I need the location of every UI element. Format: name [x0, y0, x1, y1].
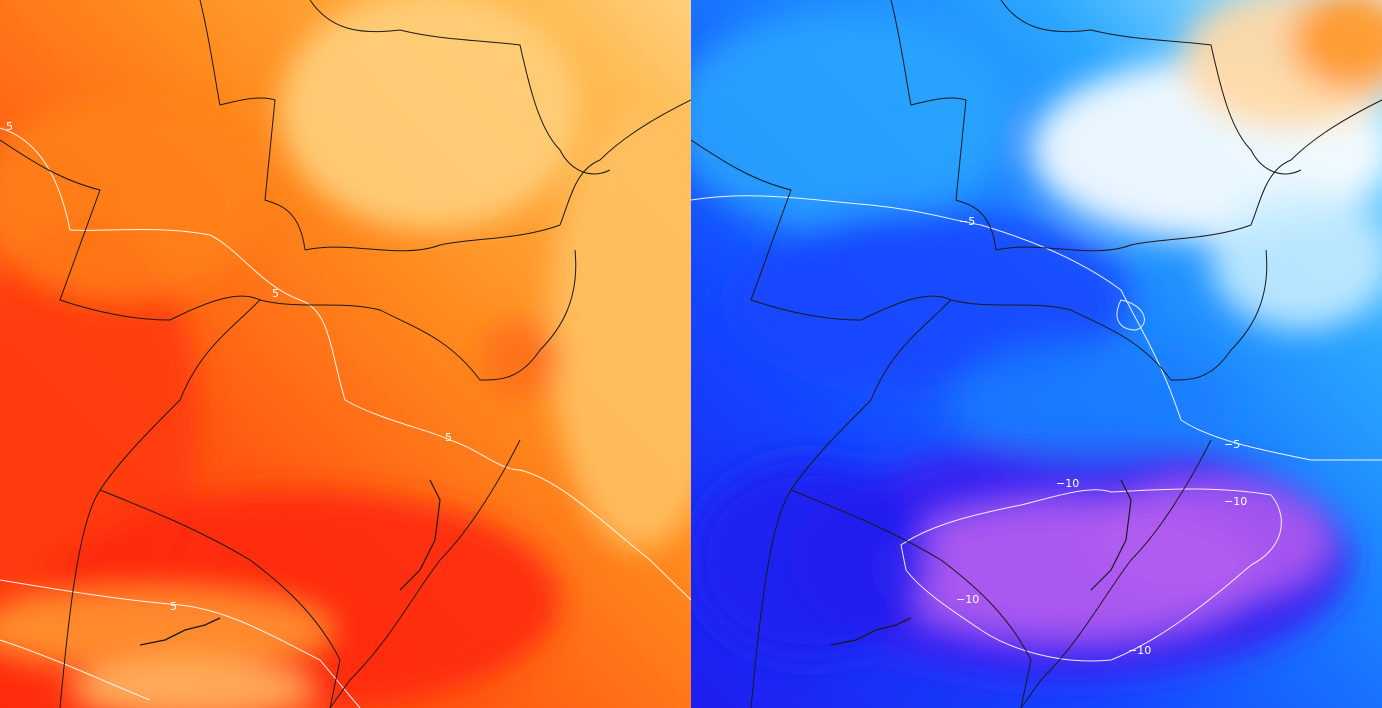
- cold-contour-labels: −5 −5 −10 −10 −10 −10: [956, 215, 1247, 657]
- warm-boundary-lines: [0, 0, 691, 708]
- cold-boundary-lines: [691, 0, 1382, 708]
- contour-label: −10: [956, 593, 979, 606]
- contour-label: 5: [170, 600, 177, 613]
- contour-label: −5: [959, 215, 975, 228]
- warm-shading-patches: [0, 0, 691, 708]
- contour-label: −10: [1224, 495, 1247, 508]
- contour-label: −5: [1224, 438, 1240, 451]
- warm-contour-labels: 5 5 5 5: [6, 120, 452, 613]
- contour-label: 5: [272, 287, 279, 300]
- contour-label: 5: [6, 120, 13, 133]
- contour-label: −10: [1056, 477, 1079, 490]
- contour-label: 5: [445, 431, 452, 444]
- cold-shading-patches: [691, 0, 1382, 680]
- cold-contour-lines: [691, 195, 1382, 662]
- contour-label: −10: [1128, 644, 1151, 657]
- warm-contour-lines: [0, 127, 691, 708]
- temperature-anomaly-map-warm: 5 5 5 5: [0, 0, 691, 708]
- temperature-anomaly-map-cold: −5 −5 −10 −10 −10 −10: [691, 0, 1382, 708]
